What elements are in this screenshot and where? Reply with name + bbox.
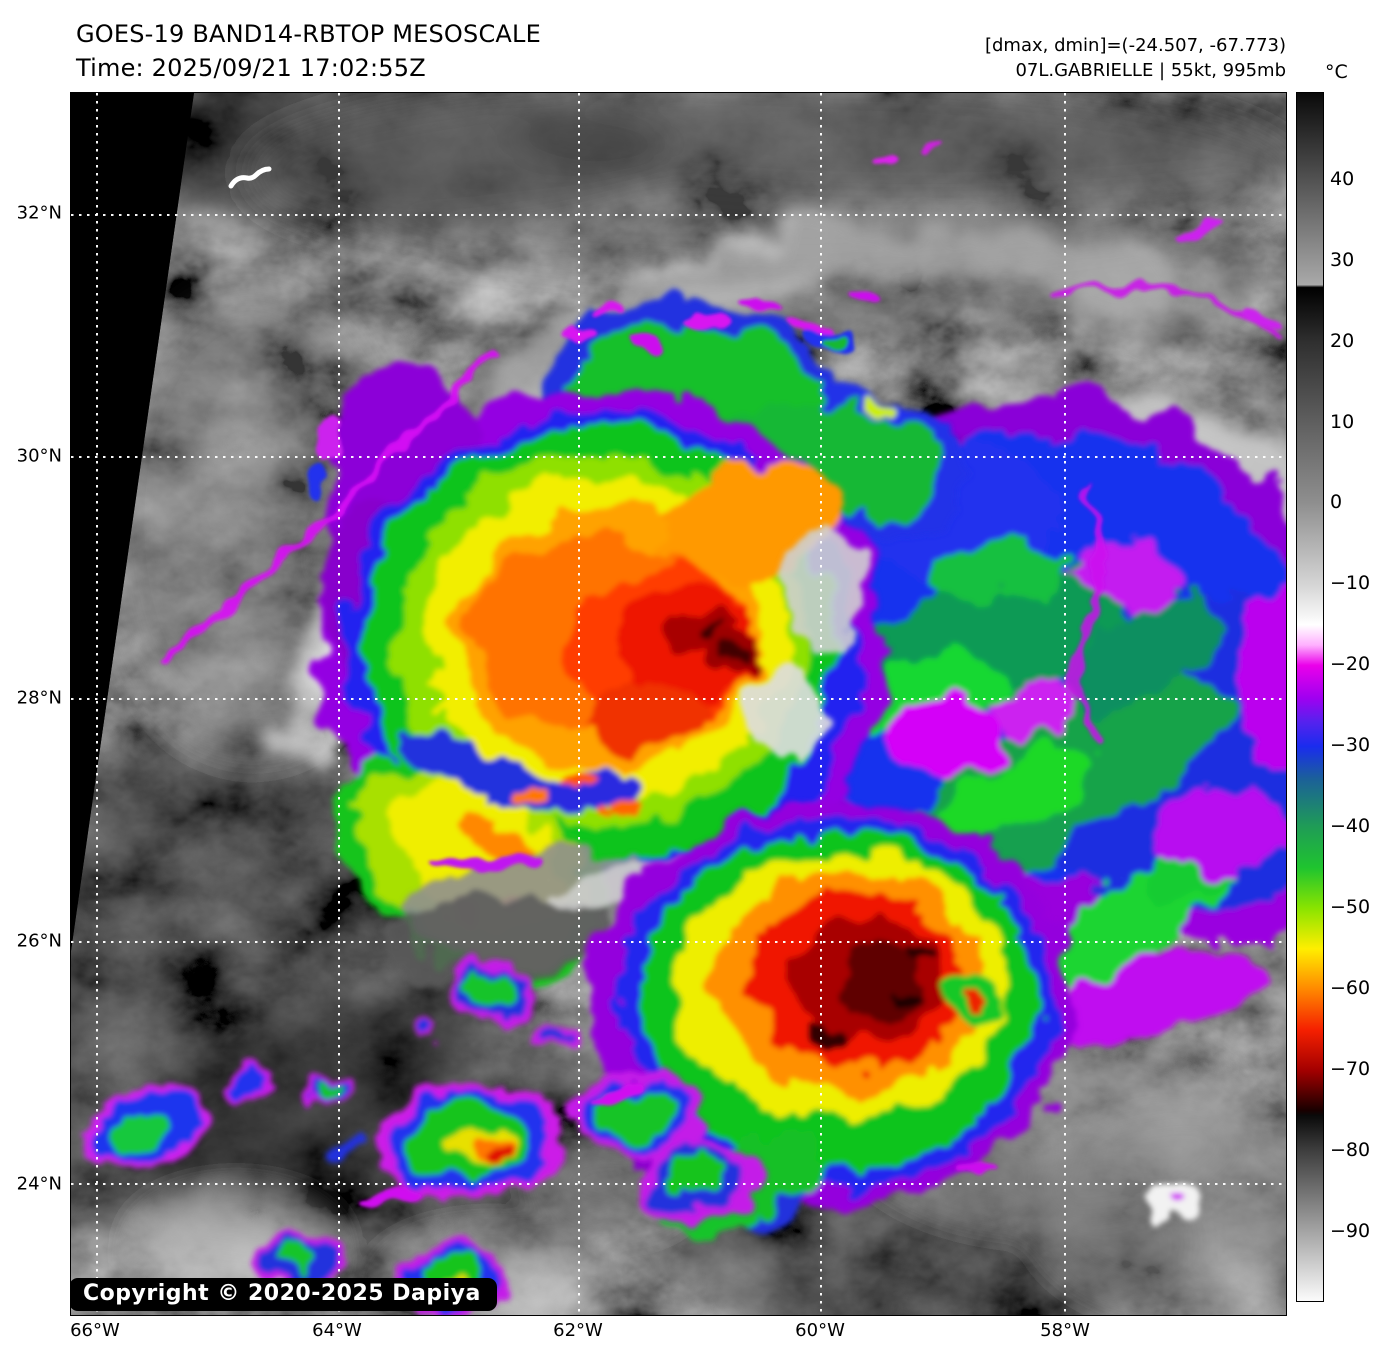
page-title: GOES-19 BAND14-RBTOP MESOSCALE (76, 20, 541, 48)
colorbar-tick: 10 (1330, 410, 1355, 433)
copyright-badge: Copyright © 2020-2025 Dapiya (71, 1278, 497, 1311)
colorbar-tick-labels: 40 30 20 10 0 −10 −20 −30 −40 −50 −60 −70 −80 −90 (1330, 92, 1390, 1300)
gridline-lat (71, 1183, 1286, 1186)
white-squiggle-cloud (228, 166, 272, 189)
satellite-map: Copyright © 2020-2025 Dapiya (70, 92, 1287, 1316)
gridline-lat (71, 940, 1286, 943)
colorbar-tick: −90 (1330, 1220, 1371, 1243)
scattered-small-cells (86, 958, 759, 1315)
temperature-colorbar (1296, 92, 1324, 1302)
lat-tick-label: 30°N (16, 445, 62, 467)
gridline-lat (71, 698, 1286, 700)
gridline-lon (819, 93, 822, 1315)
lon-tick-label: 64°W (312, 1320, 362, 1341)
colorbar-tick: −80 (1330, 1139, 1371, 1162)
colorbar-tick: −30 (1330, 734, 1371, 757)
colorbar-tick: −40 (1330, 815, 1371, 838)
colorbar-tick: 20 (1330, 329, 1355, 352)
gridline-lon (1064, 93, 1067, 1315)
latitude-axis: 32°N 30°N 28°N 26°N 24°N (0, 92, 64, 1316)
colorbar-tick: −50 (1330, 896, 1371, 919)
dmax-dmin-readout: [dmax, dmin]=(-24.507, -67.773) (984, 35, 1286, 56)
lon-tick-label: 62°W (553, 1320, 603, 1341)
satellite-image (71, 93, 1286, 1315)
gridline-lon (337, 93, 340, 1315)
timestamp-line: Time: 2025/09/21 17:02:55Z (76, 54, 426, 82)
header-right-annotations: [dmax, dmin]=(-24.507, -67.773) 07L.GABRI… (985, 33, 1286, 83)
colorbar-unit-label: °C (1325, 61, 1348, 83)
gridline-lon (578, 93, 581, 1315)
colorbar-tick: −70 (1330, 1058, 1371, 1081)
gridline-lat (71, 213, 1286, 216)
colorbar-tick: 0 (1330, 491, 1343, 514)
lon-tick-label: 66°W (70, 1320, 120, 1341)
colorbar-tick: −20 (1330, 653, 1371, 676)
lon-tick-label: 60°W (795, 1320, 845, 1341)
lat-tick-label: 28°N (16, 687, 62, 709)
lat-tick-label: 26°N (16, 930, 62, 952)
lon-tick-label: 58°W (1040, 1320, 1090, 1341)
scan-edge-wedge (71, 93, 194, 951)
colorbar-tick: −60 (1330, 977, 1371, 1000)
storm-info-readout: 07L.GABRIELLE | 55kt, 995mb (1015, 60, 1286, 81)
colorbar-tick: −10 (1330, 572, 1371, 595)
gridline-lon (95, 93, 98, 1315)
lat-tick-label: 32°N (16, 202, 62, 224)
magenta-fringe-arcs (159, 146, 1280, 1208)
gridline-lat (71, 456, 1286, 459)
longitude-axis: 66°W 64°W 62°W 60°W 58°W (70, 1320, 1287, 1350)
lat-tick-label: 24°N (16, 1173, 62, 1195)
colorbar-tick: 30 (1330, 248, 1355, 271)
southeast-bright-cell (1148, 1183, 1204, 1227)
colorbar-tick: 40 (1330, 167, 1355, 190)
